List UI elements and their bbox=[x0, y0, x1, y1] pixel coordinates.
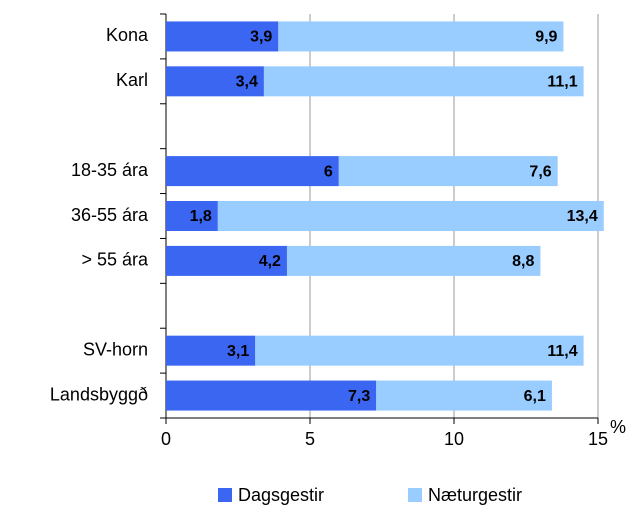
value-label: 13,4 bbox=[567, 208, 598, 225]
y-tick-label: Kona bbox=[106, 25, 149, 45]
value-label: 11,4 bbox=[547, 343, 577, 360]
bar-segment bbox=[166, 335, 256, 366]
y-tick-label: Karl bbox=[116, 70, 148, 90]
bar-segment bbox=[255, 335, 584, 366]
bar-segment bbox=[166, 21, 279, 52]
bar-segment bbox=[278, 21, 564, 52]
bar-segment bbox=[166, 66, 264, 97]
y-tick-label: SV-horn bbox=[83, 339, 148, 359]
x-tick-label: 5 bbox=[305, 429, 315, 449]
value-label: 8,8 bbox=[512, 253, 534, 270]
bar-segment bbox=[338, 156, 558, 187]
y-tick-label: > 55 ára bbox=[81, 250, 149, 270]
bar-segment bbox=[376, 380, 552, 411]
legend-swatch bbox=[218, 488, 232, 502]
legend-label: Næturgestir bbox=[428, 485, 522, 505]
value-label: 1,8 bbox=[190, 208, 212, 225]
x-tick-label: 10 bbox=[444, 429, 464, 449]
bar-segment bbox=[166, 156, 339, 187]
x-axis-label: % bbox=[610, 417, 626, 437]
legend-swatch bbox=[408, 488, 422, 502]
value-label: 9,9 bbox=[535, 29, 557, 46]
value-label: 7,6 bbox=[529, 163, 551, 180]
bar-segment bbox=[286, 245, 541, 276]
x-tick-label: 0 bbox=[161, 429, 171, 449]
y-tick-label: Landsbyggð bbox=[50, 384, 148, 404]
value-label: 6,1 bbox=[524, 388, 546, 405]
value-label: 11,1 bbox=[547, 74, 577, 91]
bar-segment bbox=[166, 380, 377, 411]
y-tick-label: 36-55 ára bbox=[71, 205, 149, 225]
legend-label: Dagsgestir bbox=[238, 485, 324, 505]
bar-segment bbox=[217, 201, 604, 231]
value-label: 3,9 bbox=[250, 29, 272, 46]
value-label: 3,4 bbox=[236, 74, 258, 91]
value-label: 7,3 bbox=[348, 388, 370, 405]
y-tick-label: 18-35 ára bbox=[71, 160, 149, 180]
value-label: 6 bbox=[324, 163, 333, 180]
bar-segment bbox=[263, 66, 584, 97]
x-tick-label: 15 bbox=[588, 429, 608, 449]
value-label: 4,2 bbox=[259, 253, 281, 270]
bar-segment bbox=[166, 245, 287, 276]
bar-segment bbox=[166, 201, 218, 231]
value-label: 3,1 bbox=[227, 343, 249, 360]
